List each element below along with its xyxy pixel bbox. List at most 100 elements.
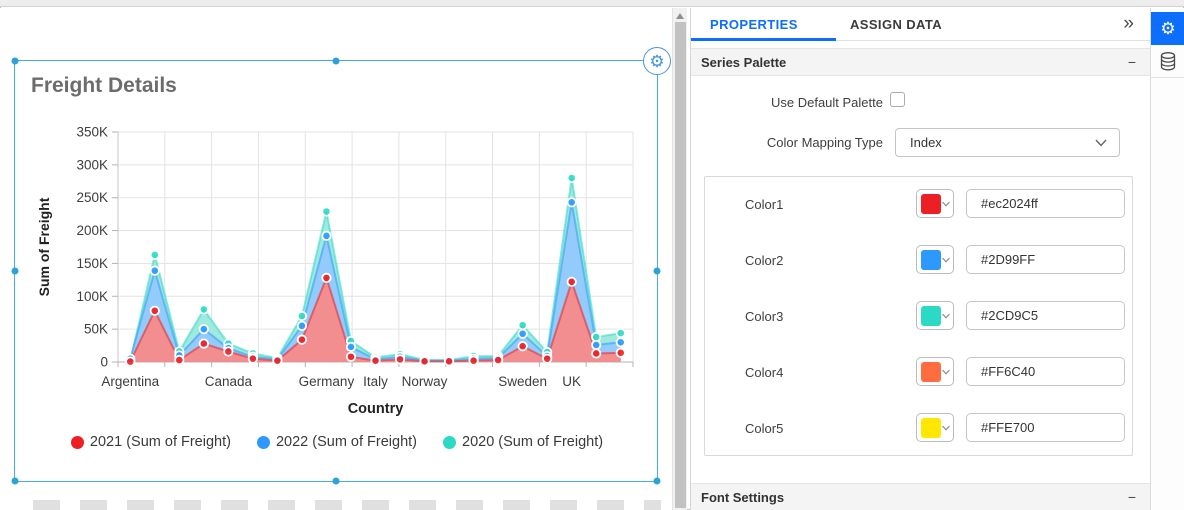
tab-properties[interactable]: PROPERTIES [710,17,798,32]
resize-handle-mid-left[interactable] [11,267,19,275]
y-tick-label: 300K [76,157,108,172]
color-mapping-type-label: Color Mapping Type [766,135,883,150]
x-label-canada: Canada [205,374,253,389]
marker-2022 [345,341,357,352]
legend-label: 2022 (Sum of Freight) [275,434,418,450]
y-tick-label: 350K [76,125,108,140]
dropdown-selected-value: Index [910,135,942,150]
marker-2022 [566,197,577,208]
collapse-minus-icon[interactable]: − [1127,54,1136,70]
panel-tabs: PROPERTIES ASSIGN DATA » [691,8,1150,41]
section-header-font-settings[interactable]: Font Settings − [691,483,1150,510]
chevron-down-icon [942,201,950,207]
panel-collapse-icon[interactable]: » [1123,13,1134,34]
use-default-palette-checkbox[interactable] [890,92,905,107]
resize-handle-top-center[interactable] [332,57,340,65]
freight-area-chart: 0 50K 100K 150K 200K 250K 300K 350K Argentina Can… [36,125,634,417]
color-swatch [921,306,941,326]
collapse-minus-icon[interactable]: − [1127,489,1136,505]
marker-2021 [591,348,602,359]
color-row-color4: Color4 [705,357,1134,386]
marker-2021 [542,353,553,364]
marker-2020 [615,327,626,339]
properties-panel: PROPERTIES ASSIGN DATA » Series Palette … [691,8,1150,510]
marker-2021 [468,355,479,366]
marker-2022 [591,339,602,351]
canvas-scrollbar[interactable] [672,8,687,510]
marker-2020 [517,320,528,331]
marker-2021 [394,354,406,365]
marker-2021 [345,351,357,362]
marker-2022 [149,265,160,276]
legend-item[interactable]: 2021 (Sum of Freight) [70,434,231,450]
color-swatch-button[interactable] [916,413,954,442]
database-icon [1160,51,1176,70]
color-swatch-button[interactable] [916,245,954,274]
color-row-color5: Color5 [705,413,1134,442]
tab-assign-data[interactable]: ASSIGN DATA [850,17,943,32]
use-default-palette-label: Use Default Palette [770,95,883,110]
resize-handle-bottom-left[interactable] [11,477,19,485]
color-label: Color1 [745,197,784,212]
color-hex-input[interactable] [966,357,1125,386]
marker-2021 [272,355,283,366]
color-row-color3: Color3 [705,301,1134,330]
resize-handle-mid-right[interactable] [653,267,661,275]
color-hex-input[interactable] [966,189,1125,218]
scrollbar-thumb[interactable] [675,22,686,508]
y-axis-title: Sum of Freight [36,197,52,296]
x-label-norway: Norway [402,374,448,389]
marker-2021 [566,276,577,287]
color-hex-input[interactable] [966,301,1125,330]
marker-2022 [615,337,626,348]
color-swatch [921,194,941,214]
color-swatch-button[interactable] [916,301,954,330]
legend-item[interactable]: 2022 (Sum of Freight) [256,434,418,450]
marker-2022 [296,320,308,331]
top-strip [0,0,1184,7]
active-tab-underline [691,38,836,41]
marker-2021 [125,356,136,367]
marker-2021 [370,355,381,366]
legend-label: 2021 (Sum of Freight) [89,434,231,450]
toolbar-database-icon[interactable] [1151,45,1184,78]
chevron-down-icon [942,257,950,263]
legend-dot-icon [443,435,457,449]
y-tick-label: 50K [84,322,108,337]
dashboard-canvas[interactable]: ⚙ Freight Details 0 50K 100K 150K 200K 250K 30… [0,8,672,510]
resize-handle-bottom-center[interactable] [332,477,340,485]
canvas-grid-dots [33,500,661,510]
marker-2021 [615,347,626,358]
x-axis-title: Country [348,401,404,417]
resize-handle-bottom-right[interactable] [653,477,661,485]
color-mapping-type-dropdown[interactable]: Index [895,128,1120,157]
legend-item[interactable]: 2020 (Sum of Freight) [443,434,603,450]
marker-2020 [198,304,209,315]
color-swatch-button[interactable] [916,357,954,386]
marker-2021 [517,341,528,352]
section-header-series-palette[interactable]: Series Palette − [691,48,1150,76]
marker-2021 [321,272,332,283]
toolbar-properties-gear-icon[interactable]: ⚙ [1151,12,1184,45]
marker-2021 [149,305,160,316]
y-tick-label: 250K [76,190,108,205]
y-tick-label: 0 [100,355,108,370]
resize-handle-top-left[interactable] [11,57,19,65]
color-hex-input[interactable] [966,413,1125,442]
widget-settings-gear-icon[interactable]: ⚙ [643,47,671,75]
color-label: Color3 [745,309,784,324]
legend-dot-icon [70,435,84,449]
chevron-down-icon [1095,139,1107,147]
font-settings-title: Font Settings [701,489,785,505]
marker-2021 [443,356,455,367]
scroll-up-arrow-icon[interactable] [676,13,684,19]
color-swatch-button[interactable] [916,189,954,218]
marker-2022 [198,324,209,335]
chevron-down-icon [942,313,950,319]
chart-widget[interactable]: ⚙ Freight Details 0 50K 100K 150K 200K 250K 30… [11,47,671,485]
area-2022 [130,202,621,362]
marker-2021 [198,338,209,349]
color-swatch [921,362,941,382]
marker-2022 [321,230,332,241]
color-hex-input[interactable] [966,245,1125,274]
